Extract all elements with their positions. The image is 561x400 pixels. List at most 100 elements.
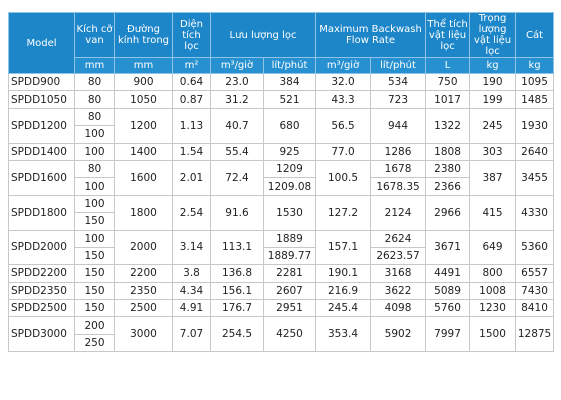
data-cell: 2000: [114, 229, 173, 266]
data-cell: 216.9: [315, 281, 372, 301]
data-cell: 100: [74, 125, 115, 144]
data-cell: 157.1: [315, 229, 372, 266]
table-row: 100 1209.08 1678.35 2366: [9, 177, 554, 196]
data-cell: 1286: [370, 142, 427, 161]
data-cell: 100: [74, 229, 115, 248]
model-cell: SPDD1800: [8, 194, 75, 231]
data-cell: 100: [74, 177, 115, 196]
data-cell: 1930: [515, 107, 555, 144]
data-cell: 1678: [370, 159, 427, 179]
data-cell: 2623.57: [370, 246, 427, 266]
data-cell: 1678.35: [370, 177, 427, 196]
data-cell: 1017: [425, 90, 471, 109]
data-cell: 8410: [515, 299, 555, 318]
data-cell: 199: [469, 90, 517, 109]
data-cell: 91.6: [210, 194, 264, 231]
data-cell: 2366: [425, 177, 471, 196]
data-cell: 1400: [114, 142, 173, 161]
header-cell: Maximum Backwash Flow Rate: [315, 12, 427, 58]
data-cell: 2951: [262, 299, 317, 318]
data-cell: 156.1: [210, 281, 264, 301]
header-cell: Model: [8, 12, 75, 74]
data-cell: 23.0: [210, 72, 264, 92]
data-cell: 2500: [114, 299, 173, 318]
data-cell: 100.5: [315, 159, 372, 196]
header-cell: Trọng lượng vật liệu lọc: [469, 12, 517, 58]
data-cell: 521: [262, 90, 317, 109]
data-cell: 0.64: [172, 72, 211, 92]
data-cell: 4098: [370, 299, 427, 318]
data-cell: 1008: [469, 281, 517, 301]
data-cell: 80: [74, 72, 115, 92]
data-cell: 245: [469, 107, 517, 144]
data-cell: 77.0: [315, 142, 372, 161]
data-cell: 2124: [370, 194, 427, 231]
data-cell: 1230: [469, 299, 517, 318]
table-row: SPDD2200 150 2200 3.8 136.8 2281 190.1 3168 4491…: [8, 264, 555, 283]
data-cell: 2966: [425, 194, 471, 231]
unit-cell: m³/giờ: [315, 57, 372, 74]
data-cell: 190.1: [315, 264, 372, 283]
unit-cell: m²: [172, 57, 211, 74]
model-cell: SPDD2350: [8, 281, 75, 301]
data-cell: 387: [469, 159, 517, 196]
data-cell: 3.14: [172, 229, 211, 266]
unit-cell: kg: [515, 57, 555, 74]
model-cell: SPDD1200: [8, 107, 75, 144]
data-cell: 43.3: [315, 90, 372, 109]
data-cell: 5360: [515, 229, 555, 266]
data-cell: 2350: [114, 281, 173, 301]
data-cell: 534: [370, 72, 427, 92]
data-cell: 4.34: [172, 281, 211, 301]
data-cell: 649: [469, 229, 517, 266]
data-cell: 1889.77: [262, 246, 317, 266]
data-cell: 0.87: [172, 90, 211, 109]
data-cell: 1.13: [172, 107, 211, 144]
data-cell: 303: [469, 142, 517, 161]
model-cell: SPDD900: [8, 72, 75, 92]
data-cell: 2200: [114, 264, 173, 283]
data-cell: 190: [469, 72, 517, 92]
data-cell: 31.2: [210, 90, 264, 109]
data-cell: 1600: [114, 159, 173, 196]
data-cell: 1322: [425, 107, 471, 144]
unit-cell: kg: [469, 57, 517, 74]
table-row: SPDD1200 80 1200 1.13 40.7 680 56.5 944 1322 245 1…: [8, 107, 555, 144]
model-cell: SPDD1600: [8, 159, 75, 196]
spec-table: Model Kích cỡ van Đường kính trong Diện tíc…: [8, 12, 555, 353]
model-cell: SPDD3000: [8, 316, 75, 353]
data-cell: 56.5: [315, 107, 372, 144]
header-cell: Đường kính trong: [114, 12, 173, 58]
data-cell: 40.7: [210, 107, 264, 144]
data-cell: 80: [74, 159, 115, 179]
data-cell: 136.8: [210, 264, 264, 283]
data-cell: 7430: [515, 281, 555, 301]
data-cell: 150: [74, 281, 115, 301]
data-cell: 5089: [425, 281, 471, 301]
data-cell: 2.01: [172, 159, 211, 196]
data-cell: 2624: [370, 229, 427, 248]
model-cell: SPDD1400: [8, 142, 75, 161]
unit-cell: m³/giờ: [210, 57, 264, 74]
data-cell: 384: [262, 72, 317, 92]
data-cell: 3168: [370, 264, 427, 283]
data-cell: 4330: [515, 194, 555, 231]
data-cell: 800: [469, 264, 517, 283]
header-cell: Cát: [515, 12, 555, 58]
data-cell: 353.4: [315, 316, 372, 353]
data-cell: 200: [74, 316, 115, 335]
data-cell: 254.5: [210, 316, 264, 353]
data-cell: 1889: [262, 229, 317, 248]
data-cell: 1808: [425, 142, 471, 161]
unit-cell: lít/phút: [262, 57, 317, 74]
table-header: Model Kích cỡ van Đường kính trong Diện tíc…: [8, 12, 555, 74]
unit-cell: L: [425, 57, 471, 74]
data-cell: 245.4: [315, 299, 372, 318]
data-cell: 3622: [370, 281, 427, 301]
model-cell: SPDD2500: [8, 299, 75, 318]
data-cell: 2.54: [172, 194, 211, 231]
data-cell: 5902: [370, 316, 427, 353]
table-row: SPDD1050 80 1050 0.87 31.2 521 43.3 723 1017 199 1…: [8, 90, 555, 109]
table-row: SPDD2500 150 2500 4.91 176.7 2951 245.4 4098 576…: [8, 299, 555, 318]
data-cell: 3.8: [172, 264, 211, 283]
